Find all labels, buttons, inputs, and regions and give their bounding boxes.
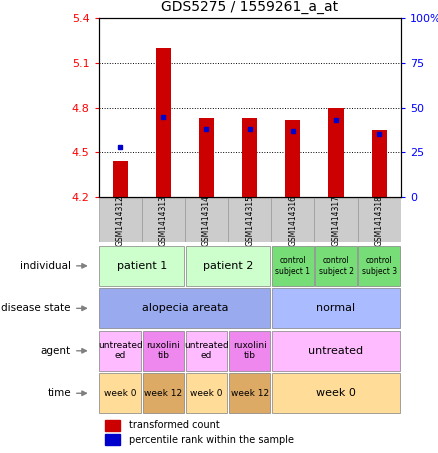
Bar [271,198,314,242]
Bar [185,198,228,242]
Bar [105,434,120,445]
Bar [99,331,141,371]
Bar [229,373,270,413]
Bar [99,198,142,242]
Text: week 12: week 12 [144,389,182,398]
Text: week 0: week 0 [316,388,356,398]
Title: GDS5275 / 1559261_a_at: GDS5275 / 1559261_a_at [161,0,338,14]
Text: week 0: week 0 [190,389,223,398]
Bar [314,198,357,242]
Text: untreated
ed: untreated ed [184,341,229,361]
Text: untreated: untreated [308,346,364,356]
Text: alopecia areata: alopecia areata [141,304,228,313]
Text: GSM1414318: GSM1414318 [374,195,384,246]
Bar [113,161,128,197]
Bar [272,246,314,286]
Text: GSM1414316: GSM1414316 [288,195,297,246]
Bar [272,331,400,371]
Text: control
subject 3: control subject 3 [362,256,397,275]
Bar [315,246,357,286]
Bar [105,420,120,431]
Bar [228,198,271,242]
Bar [186,246,270,286]
Bar [285,120,300,197]
Text: time: time [47,388,71,398]
Bar [143,373,184,413]
Text: ruxolini
tib: ruxolini tib [146,341,180,361]
Bar [229,331,270,371]
Bar [242,118,257,197]
Text: GSM1414312: GSM1414312 [116,195,125,246]
Text: patient 1: patient 1 [117,261,167,271]
Text: week 0: week 0 [104,389,136,398]
Bar [358,246,400,286]
Text: week 12: week 12 [230,389,269,398]
Bar [156,48,171,197]
Text: percentile rank within the sample: percentile rank within the sample [129,435,294,445]
Bar [357,198,401,242]
Text: disease state: disease state [1,304,71,313]
Bar [272,289,400,328]
Text: GSM1414313: GSM1414313 [159,195,168,246]
Bar [328,108,343,197]
Bar [99,289,270,328]
Bar [272,373,400,413]
Bar [199,118,214,197]
Text: untreated
ed: untreated ed [98,341,142,361]
Text: GSM1414314: GSM1414314 [202,195,211,246]
Bar [99,246,184,286]
Bar [143,331,184,371]
Text: transformed count: transformed count [129,420,219,430]
Text: individual: individual [20,261,71,271]
Text: ruxolini
tib: ruxolini tib [233,341,267,361]
Text: control
subject 1: control subject 1 [276,256,311,275]
Text: GSM1414315: GSM1414315 [245,195,254,246]
Text: agent: agent [41,346,71,356]
Text: normal: normal [316,304,356,313]
Bar [186,331,227,371]
Text: GSM1414317: GSM1414317 [332,195,340,246]
Bar [186,373,227,413]
Text: control
subject 2: control subject 2 [318,256,353,275]
Bar [99,373,141,413]
Bar [371,130,387,197]
Bar [142,198,185,242]
Text: patient 2: patient 2 [203,261,253,271]
